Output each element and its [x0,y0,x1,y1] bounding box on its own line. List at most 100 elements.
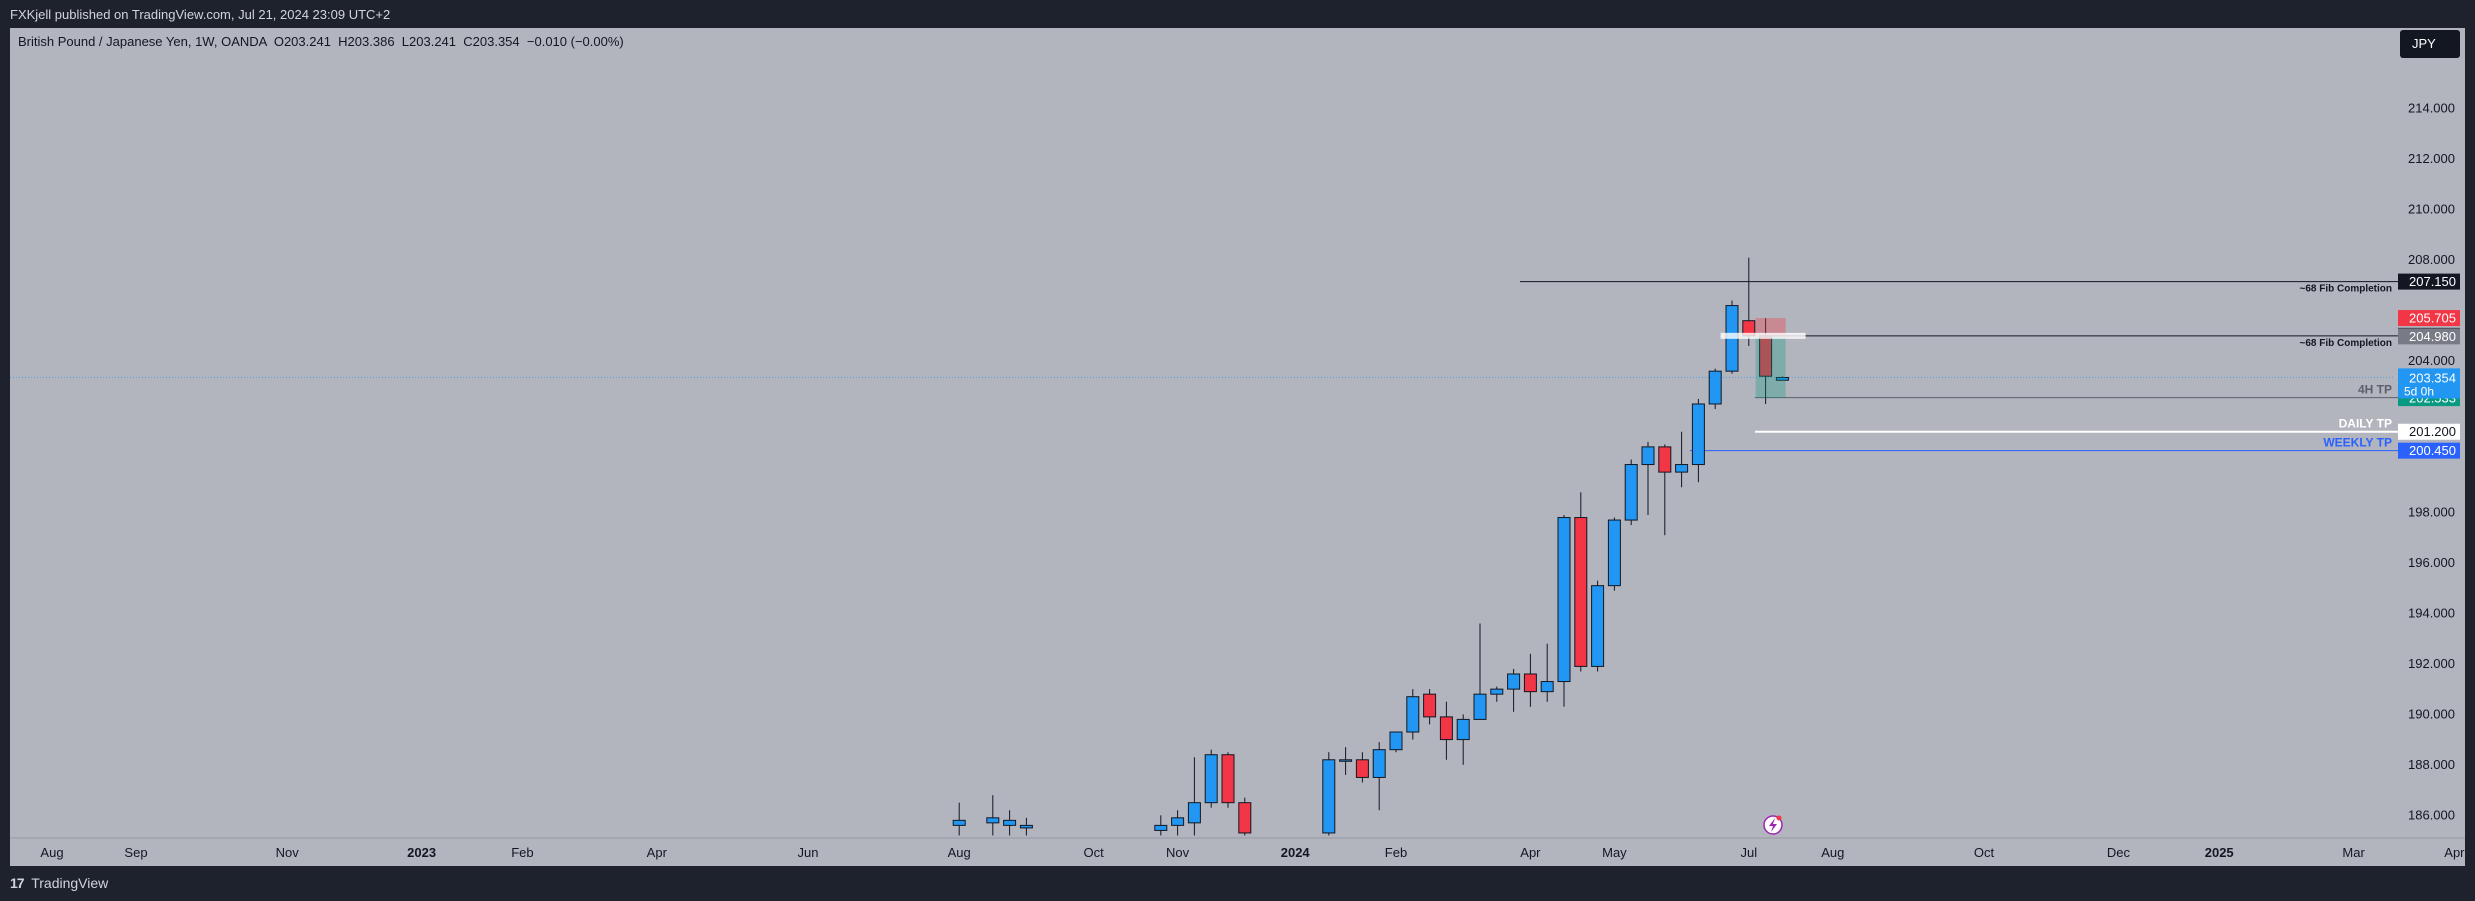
candle-up [1507,673,1521,690]
current-price-tag-bg [2398,368,2460,399]
price-tick-label: 210.000 [2408,202,2455,217]
level-label: 4H TP [2358,383,2392,397]
legend-open: O203.241 [273,34,331,49]
candle-up [1607,519,1621,587]
price-tick-label: 196.000 [2408,555,2455,570]
candle-up [1490,688,1504,695]
price-tick-label: 204.000 [2408,353,2455,368]
candle-up [1456,718,1470,741]
time-axis: Aug Sep Nov 2023 Feb Apr Jun Aug Oct Nov 2024 Feb Ap… [10,837,2465,860]
time-tick-label: Jul [1740,845,1757,860]
candle-up [1187,802,1201,824]
level-price-tag-bg [2398,423,2460,440]
price-tag-bg [2398,328,2460,345]
time-tick-label: Aug [948,845,971,860]
currency-button[interactable]: JPY [2400,30,2460,58]
price-tick-label: 194.000 [2408,605,2455,620]
candle-up [1775,376,1789,381]
candle-up [1641,446,1655,466]
time-tick-label: Apr [1520,845,1541,860]
price-tag: 205.705 [2409,311,2456,326]
candle-down [1221,754,1235,804]
candle-down [1523,673,1537,693]
level-price-tag: 201.200 [2409,424,2456,439]
time-tick-label: Nov [276,845,300,860]
candle-down [1439,716,1453,741]
legend-symbol: British Pound / Japanese Yen, 1W, OANDA [18,34,267,49]
time-tick-label: Oct [1974,845,1995,860]
price-tick-label: 190.000 [2408,706,2455,721]
level-label: WEEKLY TP [2323,436,2392,450]
candle-up [1003,819,1017,826]
bar-countdown: 5d 0h [2404,384,2434,398]
time-tick-label: Sep [124,845,147,860]
time-tick-label: Dec [2107,845,2131,860]
candle-up [1557,517,1571,683]
event-badge-icon [1776,815,1782,821]
time-tick-label: Feb [1385,845,1407,860]
candle-up [1473,693,1487,720]
level-label: DAILY TP [2339,417,2392,431]
candle-up [1624,464,1638,521]
time-tick-label: Oct [1083,845,1104,860]
time-tick-label: May [1602,845,1627,860]
price-tick-label: 214.000 [2408,101,2455,116]
entry-highlight [1720,332,1806,339]
price-tick-label: 198.000 [2408,504,2455,519]
chart-frame[interactable] [10,28,2465,866]
time-tick-label: Nov [1166,845,1190,860]
publish-header: FXKjell published on TradingView.com, Ju… [10,7,391,22]
candle-down [1238,802,1252,834]
time-tick-label: Apr [2444,845,2465,860]
candle-up [1406,696,1420,733]
legend-close: C203.354 [463,34,520,49]
candle-up [1204,754,1218,804]
time-tick-label: Apr [647,845,668,860]
time-tick-label: 2024 [1281,845,1311,860]
price-tick-label: 212.000 [2408,151,2455,166]
time-tick-label: Aug [40,845,63,860]
position-risk-zone [1755,318,1786,337]
level-price-tag: 200.450 [2409,443,2456,458]
candle-up [1591,585,1605,667]
level-price-tag-bg [2398,273,2460,290]
price-axis: 214.000 212.000 210.000 208.000 204.000 198.0… [2408,101,2455,823]
time-tick-label: 2023 [407,845,436,860]
candles [952,257,1806,836]
price-tag: 204.980 [2409,329,2456,344]
candle-up [1389,731,1403,751]
candle-up [1540,681,1554,693]
level-price-tag: 207.150 [2409,274,2456,289]
price-tag-bg [2398,310,2460,327]
candle-down [1658,446,1672,473]
candle-up [952,819,966,826]
horizontal-levels: ~68 Fib Completion ~68 Fib Completion 4H T… [1520,281,2398,452]
level-label: ~68 Fib Completion [2299,284,2392,295]
lightning-icon [1769,818,1777,832]
candle-down [1574,517,1588,667]
candle-up [1708,370,1722,405]
time-tick-label: 2025 [2205,845,2234,860]
price-tick-label: 186.000 [2408,807,2455,822]
candle-up [1154,824,1168,831]
current-price-tag: 203.354 [2409,370,2456,385]
candle-up [1322,759,1336,834]
footer-brand[interactable]: TradingView [31,875,109,891]
candle-up [1372,749,1386,778]
legend-high: H203.386 [338,34,395,49]
time-tick-label: Mar [2342,845,2365,860]
candlestick-chart[interactable]: ~68 Fib Completion ~68 Fib Completion 4H T… [0,0,2475,866]
candle-down [1355,759,1369,778]
level-price-tag-bg [2398,442,2460,459]
time-tick-label: Aug [1821,845,1844,860]
price-tags: 207.150205.000202.550201.200200.450205.7… [1763,273,2460,835]
symbol-legend: British Pound / Japanese Yen, 1W, OANDA … [18,34,624,49]
candle-up [1171,817,1185,826]
time-tick-label: Jun [798,845,819,860]
candle-up [986,817,1000,824]
footer: 17 TradingView [0,866,2475,901]
candle-up [1691,403,1705,466]
position-reward-zone [1755,336,1786,399]
candle-down [1423,693,1437,718]
tradingview-logo-icon: 17 [10,875,25,891]
